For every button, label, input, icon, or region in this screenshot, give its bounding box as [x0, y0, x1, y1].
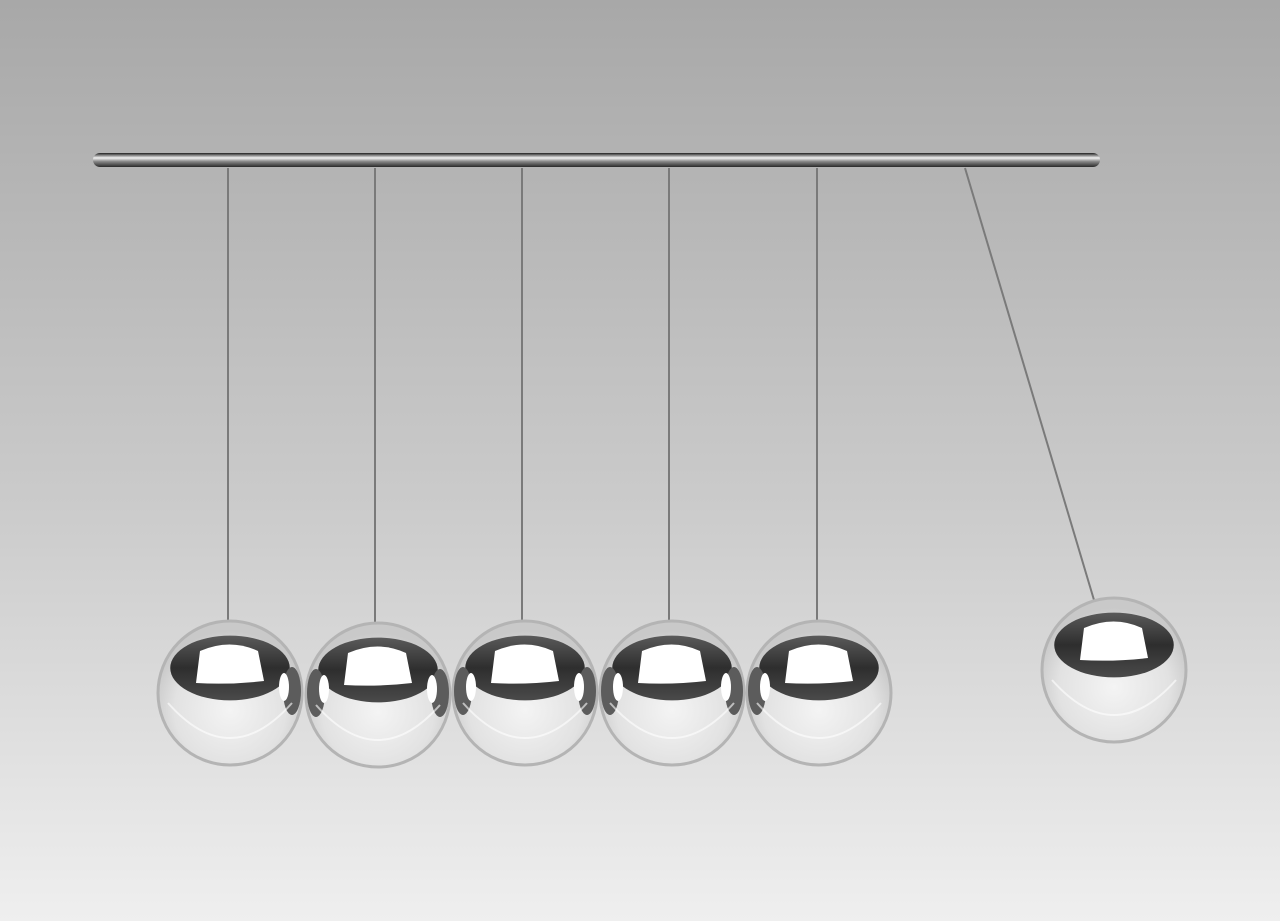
- strings: [227, 167, 1095, 623]
- ball-4: [598, 619, 746, 767]
- ball-2: [304, 621, 452, 769]
- ball-6: [1040, 596, 1188, 744]
- ball-1: [156, 619, 304, 767]
- top-rod: [93, 153, 1100, 167]
- ball-3: [451, 619, 599, 767]
- ball-5: [745, 619, 893, 767]
- pendulum-string-6: [964, 167, 1095, 601]
- balls: [156, 596, 1188, 769]
